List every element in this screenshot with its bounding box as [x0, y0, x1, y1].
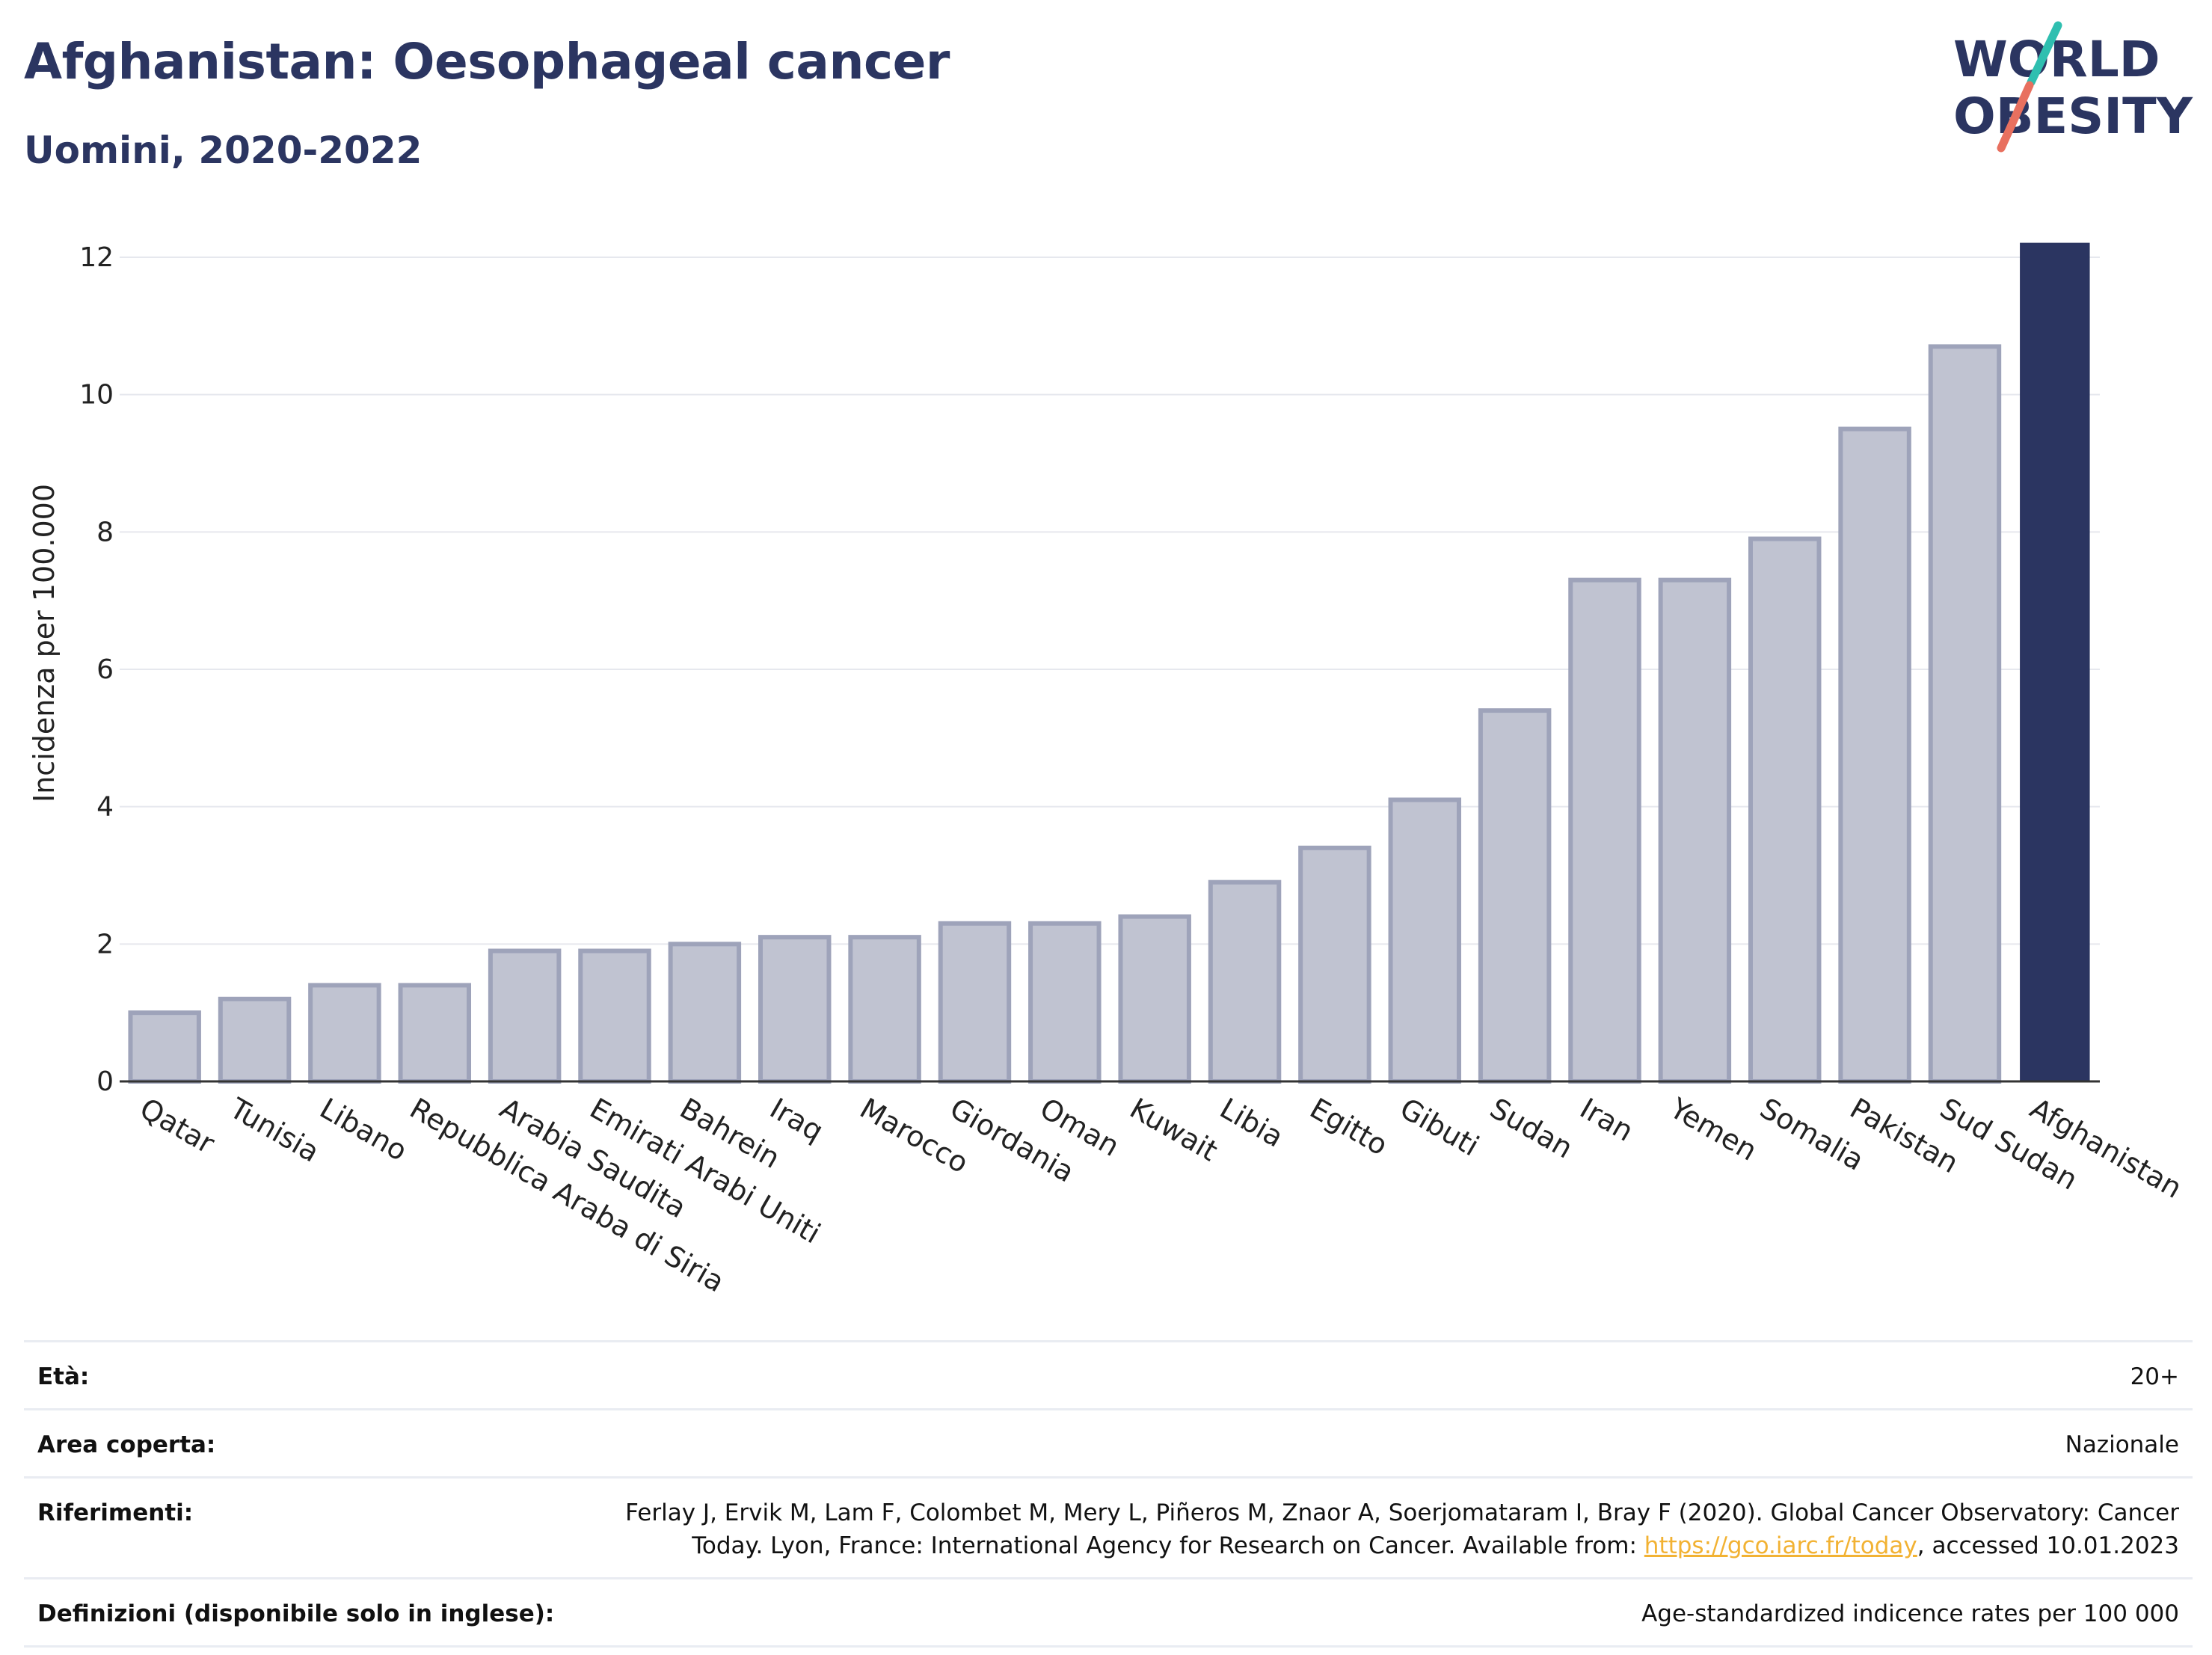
bar-emirati-arabi-uniti [578, 948, 651, 1084]
coverage-value: Nazionale [589, 1408, 2193, 1478]
info-row-age: Età: 20+ [24, 1340, 2193, 1410]
x-tick-label-kuwait: Kuwait [1125, 1092, 1223, 1168]
bar-yemen [1658, 577, 1732, 1084]
coverage-label: Area coperta: [24, 1408, 589, 1478]
chart-subtitle: Uomini, 2020-2022 [24, 129, 423, 172]
x-tick-label-iran: Iran [1575, 1092, 1639, 1148]
bar-libano [308, 983, 381, 1084]
bar-afghanistan [2020, 242, 2090, 1083]
bar-kuwait [1118, 914, 1191, 1084]
x-tick-label-libano: Libano [314, 1092, 413, 1167]
bar-repubblica-araba-di-siria [398, 983, 472, 1084]
age-value: 20+ [589, 1340, 2193, 1410]
definitions-value: Age-standardized indicence rates per 100… [589, 1577, 2193, 1648]
y-tick-label-2: 2 [96, 929, 114, 959]
info-row-definitions: Definizioni (disponibile solo in inglese… [24, 1577, 2193, 1648]
info-table: Età: 20+ Area coperta: Nazionale Riferim… [24, 1340, 2193, 1648]
y-tick-label-12: 12 [79, 242, 114, 273]
y-axis-ticks: 0 2 4 6 8 10 12 [79, 242, 114, 1097]
bar-qatar [128, 1010, 201, 1084]
bar-oman [1028, 921, 1102, 1084]
bar-somalia [1748, 536, 1822, 1084]
y-axis-title: Incidenza per 100.000 [28, 484, 61, 802]
bar-gibuti [1388, 797, 1462, 1084]
references-label: Riferimenti: [24, 1476, 589, 1579]
logo-word-obesity: OBESITY [1953, 87, 2193, 145]
bar-libia [1208, 879, 1282, 1084]
definitions-label: Definizioni (disponibile solo in inglese… [24, 1577, 589, 1648]
x-tick-label-egitto: Egitto [1304, 1092, 1393, 1162]
references-value: Ferlay J, Ervik M, Lam F, Colombet M, Me… [589, 1476, 2193, 1579]
info-row-references: Riferimenti: Ferlay J, Ervik M, Lam F, C… [24, 1476, 2193, 1579]
world-obesity-logo: WORLD OBESITY [1953, 21, 2193, 153]
bar-sudan [1478, 708, 1552, 1084]
x-tick-label-somalia: Somalia [1754, 1092, 1870, 1177]
bar-arabia-saudita [488, 948, 562, 1084]
y-tick-label-0: 0 [96, 1066, 114, 1097]
x-tick-label-libia: Libia [1214, 1092, 1289, 1154]
bar-iran [1568, 577, 1641, 1084]
bar-iraq [758, 935, 832, 1084]
x-tick-label-tunisia: Tunisia [224, 1091, 325, 1169]
bar-bahrein [668, 942, 742, 1084]
info-row-coverage: Area coperta: Nazionale [24, 1408, 2193, 1478]
bar-sud-sudan [1928, 344, 2002, 1084]
x-tick-label-qatar: Qatar [135, 1092, 221, 1161]
chart-title: Afghanistan: Oesophageal cancer [24, 33, 950, 90]
x-tick-label-gibuti: Gibuti [1395, 1092, 1484, 1163]
logo-slash-teal [2027, 21, 2062, 87]
y-tick-label-8: 8 [96, 517, 114, 547]
logo-word-world: WORLD [1953, 31, 2160, 88]
bar-egitto [1298, 845, 1371, 1084]
bar-pakistan [1838, 426, 1911, 1084]
references-link[interactable]: https://gco.iarc.fr/today [1644, 1532, 1917, 1559]
bar-marocco [848, 935, 921, 1084]
x-tick-label-sudan: Sudan [1484, 1092, 1579, 1165]
y-tick-label-10: 10 [79, 380, 114, 411]
bar-tunisia [218, 996, 292, 1084]
references-line1: Ferlay J, Ervik M, Lam F, Colombet M, Me… [625, 1499, 2179, 1526]
references-line2-suffix: , accessed 10.01.2023 [1917, 1532, 2179, 1559]
bars [128, 242, 2090, 1084]
x-tick-label-yemen: Yemen [1664, 1091, 1763, 1167]
y-tick-label-4: 4 [96, 792, 114, 823]
y-tick-label-6: 6 [96, 654, 114, 685]
age-label: Età: [24, 1340, 589, 1410]
references-line2-prefix: Today. Lyon, France: International Agenc… [692, 1532, 1644, 1559]
bar-giordania [938, 921, 1012, 1084]
logo-slash-coral [1997, 81, 2034, 153]
